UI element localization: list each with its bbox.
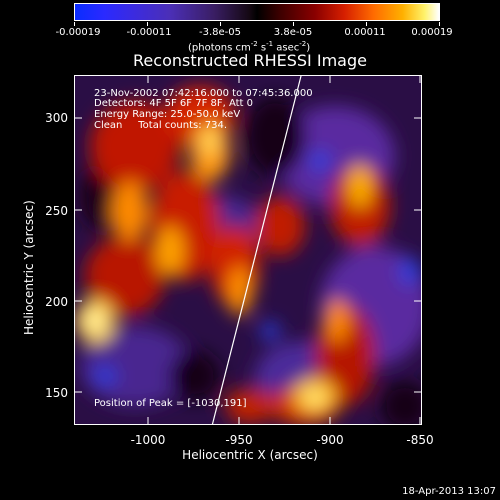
- colorbar-gradient: [75, 4, 439, 20]
- colorbar-tick: [147, 22, 148, 26]
- x-tick-label: -850: [406, 433, 434, 447]
- colorbar-units: (photons cm-2 s-1 asec-2): [188, 40, 310, 53]
- units-sup: -2: [299, 40, 307, 48]
- annotation-energy: Energy Range: 25.0-50.0 keV: [94, 109, 241, 120]
- footer-date: 18-Apr-2013 13:07: [402, 486, 496, 497]
- colorbar-tick: [366, 22, 367, 26]
- y-axis-label: Heliocentric Y (arcsec): [22, 200, 36, 335]
- units-part: ): [306, 42, 311, 54]
- x-tick-label: -950: [225, 433, 253, 447]
- colorbar-tick: [439, 22, 440, 26]
- y-tick-label: 250: [45, 204, 68, 218]
- annotation-clean: Clean Total counts: 734.: [94, 120, 228, 131]
- plot-title: Reconstructed RHESSI Image: [133, 51, 367, 70]
- colorbar-tick-label: 3.8e-05: [273, 27, 313, 38]
- annotation-detectors: Detectors: 4F 5F 6F 7F 8F, Att 0: [94, 98, 254, 109]
- units-part: asec: [273, 42, 300, 54]
- units-part: (photons cm: [188, 42, 251, 54]
- solar-limb-line: [211, 76, 302, 424]
- colorbar-tick-label: 0.00011: [344, 27, 386, 38]
- emission-blobs: [75, 86, 421, 424]
- y-tick-label: 150: [45, 386, 68, 400]
- x-tick-label: -1000: [130, 433, 166, 447]
- units-sup: -2: [250, 40, 258, 48]
- colorbar-tick-label: -0.00019: [55, 27, 101, 38]
- image-plot-area: [74, 75, 422, 425]
- colorbar-tick: [220, 22, 221, 26]
- colorbar-tick: [293, 22, 294, 26]
- colorbar-tick-label: 0.00019: [411, 27, 453, 38]
- colorbar: [74, 3, 440, 21]
- peak-position-text: Position of Peak = [-1030,191]: [94, 398, 247, 409]
- x-tick-label: -900: [316, 433, 344, 447]
- annotation-time-range: 23-Nov-2002 07:42:16.000 to 07:45:36.000: [94, 88, 313, 99]
- units-sup: -1: [266, 40, 274, 48]
- colorbar-tick-label: -0.00011: [126, 27, 172, 38]
- rhessi-image: [75, 76, 421, 424]
- colorbar-tick-label: -3.8e-05: [199, 27, 241, 38]
- y-tick-label: 200: [45, 295, 68, 309]
- colorbar-tick: [74, 22, 75, 26]
- x-axis-label: Heliocentric X (arcsec): [182, 448, 318, 462]
- units-part: s: [257, 42, 267, 54]
- y-tick-label: 300: [45, 111, 68, 125]
